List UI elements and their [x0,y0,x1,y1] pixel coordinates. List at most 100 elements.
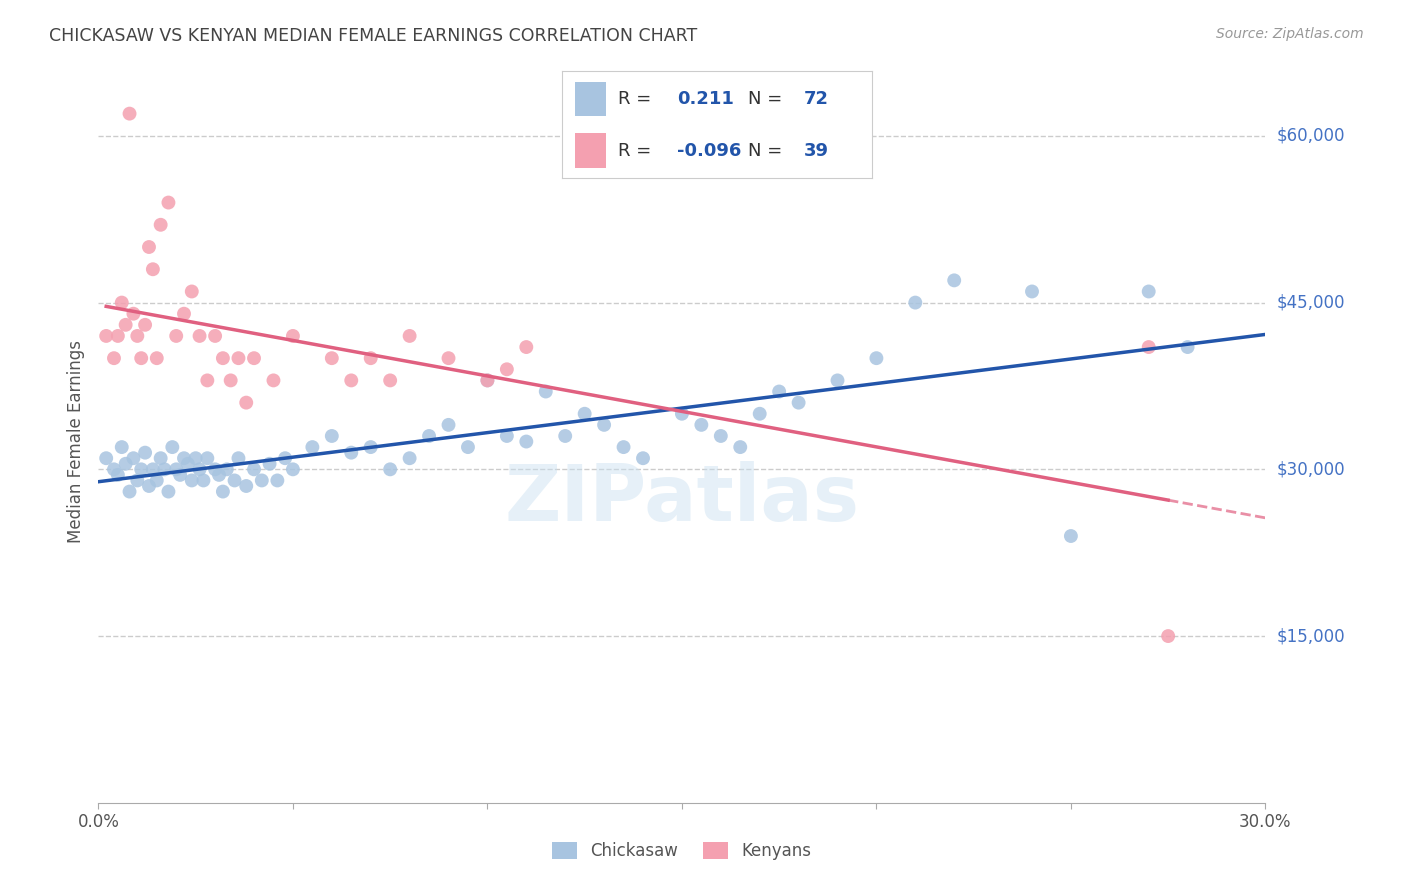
Text: 72: 72 [804,90,828,108]
Point [173,451,195,466]
Point [321,351,343,366]
Point [1157,629,1180,643]
Point [398,329,420,343]
Point [266,474,288,488]
Point [129,462,152,476]
Point [418,429,440,443]
Point [437,351,460,366]
Text: 39: 39 [804,142,828,160]
Point [114,457,136,471]
Point [118,106,141,120]
Point [360,440,382,454]
Point [437,417,460,432]
Point [153,462,176,476]
Point [208,467,231,482]
Point [118,484,141,499]
Point [631,451,654,466]
Point [103,351,125,366]
Point [204,329,226,343]
Point [1021,285,1043,299]
Text: N =: N = [748,90,787,108]
Text: R =: R = [619,90,657,108]
Point [146,474,169,488]
Point [107,329,129,343]
Point [380,462,402,476]
Text: ZIPatlas: ZIPatlas [505,461,859,537]
Point [122,451,145,466]
Point [235,479,257,493]
Point [943,273,966,287]
Point [593,417,616,432]
Point [165,462,187,476]
Point [212,484,235,499]
Point [748,407,770,421]
Point [340,445,363,459]
Point [134,445,156,459]
Point [496,429,519,443]
Point [111,295,134,310]
Point [177,457,200,471]
Point [193,474,215,488]
Point [103,462,125,476]
Point [787,395,810,409]
Point [515,434,537,449]
Text: R =: R = [619,142,657,160]
Point [380,373,402,387]
Point [274,451,297,466]
Point [114,318,136,332]
Point [157,484,180,499]
Point [127,474,149,488]
Point [554,429,576,443]
Text: $60,000: $60,000 [1277,127,1346,145]
Point [219,373,242,387]
Point [768,384,790,399]
Point [180,285,202,299]
Point [243,462,266,476]
Point [122,307,145,321]
Point [904,295,927,310]
Point [1060,529,1083,543]
Point [1177,340,1199,354]
Point [129,351,152,366]
Point [134,318,156,332]
Point [710,429,733,443]
Point [138,479,160,493]
Point [457,440,479,454]
Point [215,462,238,476]
Point [398,451,420,466]
Point [195,373,218,387]
Point [477,373,499,387]
Point [262,373,284,387]
Point [146,351,169,366]
Text: -0.096: -0.096 [676,142,741,160]
Point [228,351,250,366]
Point [107,467,129,482]
Point [111,440,134,454]
Point [149,451,172,466]
Point [865,351,887,366]
Point [195,451,218,466]
FancyBboxPatch shape [575,134,606,168]
Point [340,373,363,387]
Point [228,451,250,466]
Y-axis label: Median Female Earnings: Median Female Earnings [66,340,84,543]
Point [162,440,184,454]
Text: $30,000: $30,000 [1277,460,1346,478]
Point [142,262,165,277]
Point [96,451,118,466]
Point [250,474,273,488]
Point [477,373,499,387]
Point [149,218,172,232]
Point [184,451,207,466]
Point [301,440,323,454]
Point [188,462,211,476]
Point [827,373,849,387]
Text: $45,000: $45,000 [1277,293,1346,311]
Point [142,462,165,476]
Point [188,329,211,343]
Point [534,384,557,399]
Point [243,351,266,366]
Point [613,440,636,454]
Point [281,329,304,343]
Point [138,240,160,254]
